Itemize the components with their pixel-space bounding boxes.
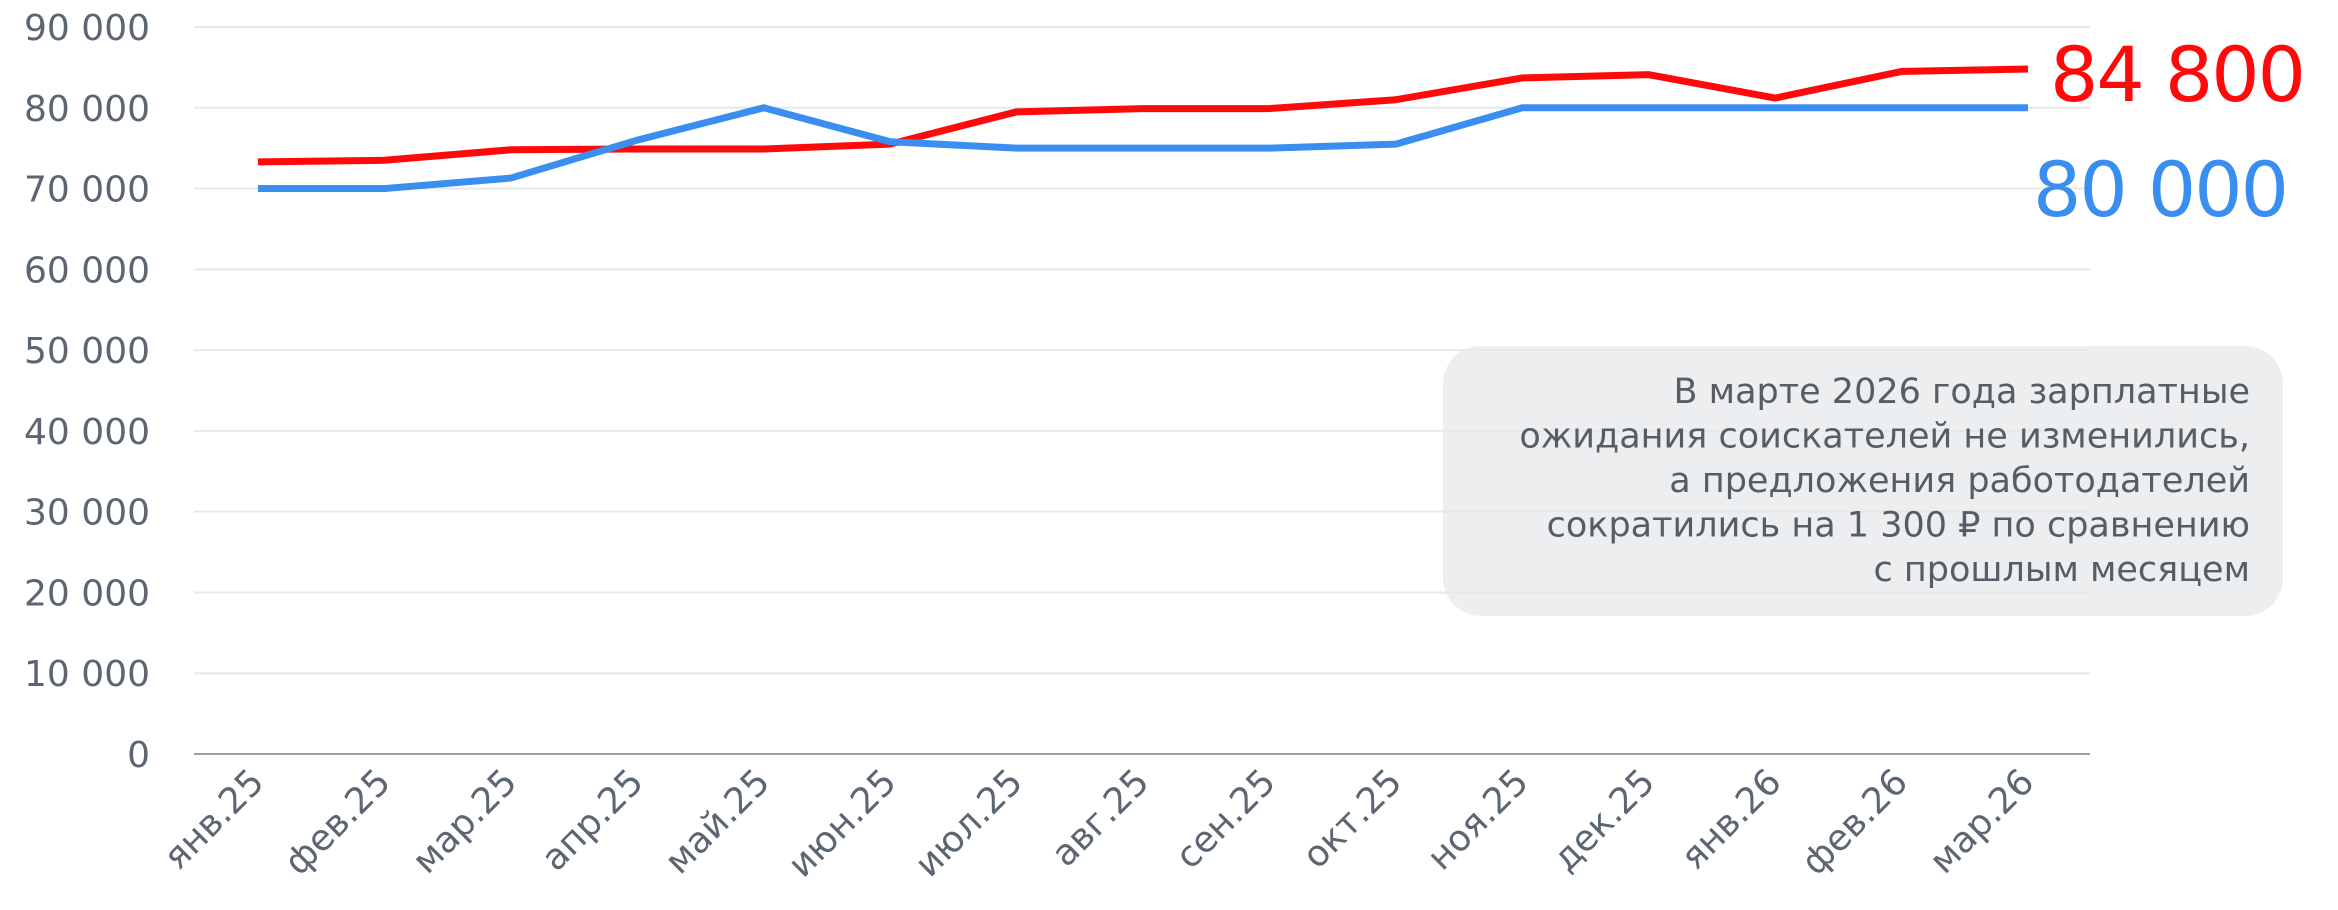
- end-value-label: 80 000: [2033, 145, 2287, 234]
- y-tick-label: 40 000: [24, 412, 150, 453]
- y-tick-label: 30 000: [24, 493, 150, 534]
- x-tick-label: авг.25: [1044, 761, 1157, 874]
- series-line: [257, 65, 2029, 166]
- y-tick-label: 0: [127, 735, 150, 776]
- y-tick-label: 20 000: [24, 573, 150, 614]
- x-tick-label: янв.26: [1673, 761, 1789, 877]
- annotation-text: с прошлым месяцем: [1874, 550, 2250, 590]
- x-tick-label: мар.26: [1922, 761, 2042, 881]
- x-tick-label: фев.25: [277, 761, 399, 883]
- x-tick-label: май.25: [657, 761, 778, 882]
- x-tick-label: окт.25: [1295, 761, 1410, 876]
- end-value-label: 84 800: [2050, 30, 2304, 119]
- y-tick-label: 50 000: [24, 331, 150, 372]
- x-tick-label: ноя.25: [1420, 761, 1537, 878]
- annotation-text: а предложения работодателей: [1669, 461, 2250, 501]
- annotation-text: В марте 2026 года зарплатные: [1674, 372, 2250, 412]
- y-tick-label: 60 000: [24, 250, 150, 291]
- y-tick-label: 90 000: [24, 8, 150, 49]
- x-tick-label: дек.25: [1545, 761, 1663, 879]
- y-tick-label: 70 000: [24, 170, 150, 211]
- annotation-text: ожидания соискателей не изменились,: [1519, 417, 2250, 457]
- x-tick-label: янв.25: [156, 761, 272, 877]
- x-tick-label: фев.26: [1794, 761, 1916, 883]
- series-line: [258, 104, 2028, 193]
- annotation-text: сократились на 1 300 ₽ по сравнению: [1547, 506, 2250, 546]
- y-tick-label: 10 000: [24, 654, 150, 695]
- x-tick-label: сен.25: [1168, 761, 1284, 877]
- x-tick-label: июл.25: [907, 761, 1031, 885]
- x-tick-label: июн.25: [780, 761, 904, 885]
- x-tick-label: апр.25: [534, 761, 652, 879]
- x-tick-label: мар.25: [405, 761, 525, 881]
- y-tick-label: 80 000: [24, 89, 150, 130]
- annotation-box: [1443, 346, 2283, 616]
